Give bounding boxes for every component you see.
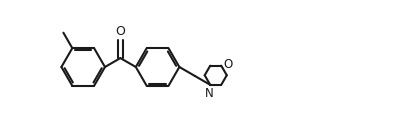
Text: O: O [115,25,125,38]
Text: O: O [223,58,232,71]
Text: N: N [205,87,214,100]
